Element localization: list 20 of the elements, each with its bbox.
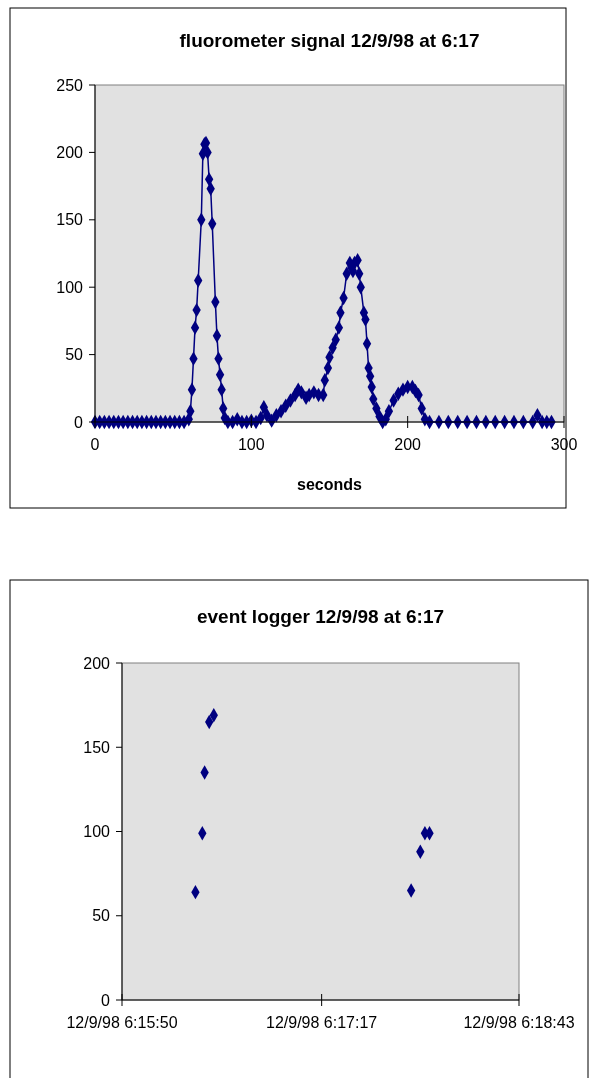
y-tick-label: 50 <box>92 907 111 925</box>
x-tick-label: 12/9/98 6:18:43 <box>463 1014 575 1031</box>
y-tick-label: 150 <box>83 738 111 756</box>
y-tick-label: 100 <box>56 278 84 296</box>
y-tick-label: 200 <box>56 144 84 161</box>
y-tick-label: 150 <box>56 211 84 229</box>
y-tick-label: 0 <box>74 413 84 431</box>
y-tick-label: 250 <box>56 76 84 94</box>
x-tick-label: 12/9/98 6:17:17 <box>266 1014 378 1031</box>
x-tick-label: 200 <box>394 436 422 453</box>
y-tick-label: 100 <box>83 823 111 841</box>
x-tick-label: 300 <box>550 436 578 453</box>
y-tick-label: 0 <box>101 991 111 1009</box>
y-tick-label: 50 <box>65 346 84 364</box>
x-axis-title: seconds <box>297 476 363 493</box>
y-tick-label: 200 <box>83 654 111 672</box>
chart-title: fluorometer signal 12/9/98 at 6:17 <box>179 30 480 51</box>
x-tick-label: 12/9/98 6:15:50 <box>66 1014 178 1031</box>
x-tick-label: 100 <box>237 436 265 453</box>
chart-title: event logger 12/9/98 at 6:17 <box>196 606 445 627</box>
